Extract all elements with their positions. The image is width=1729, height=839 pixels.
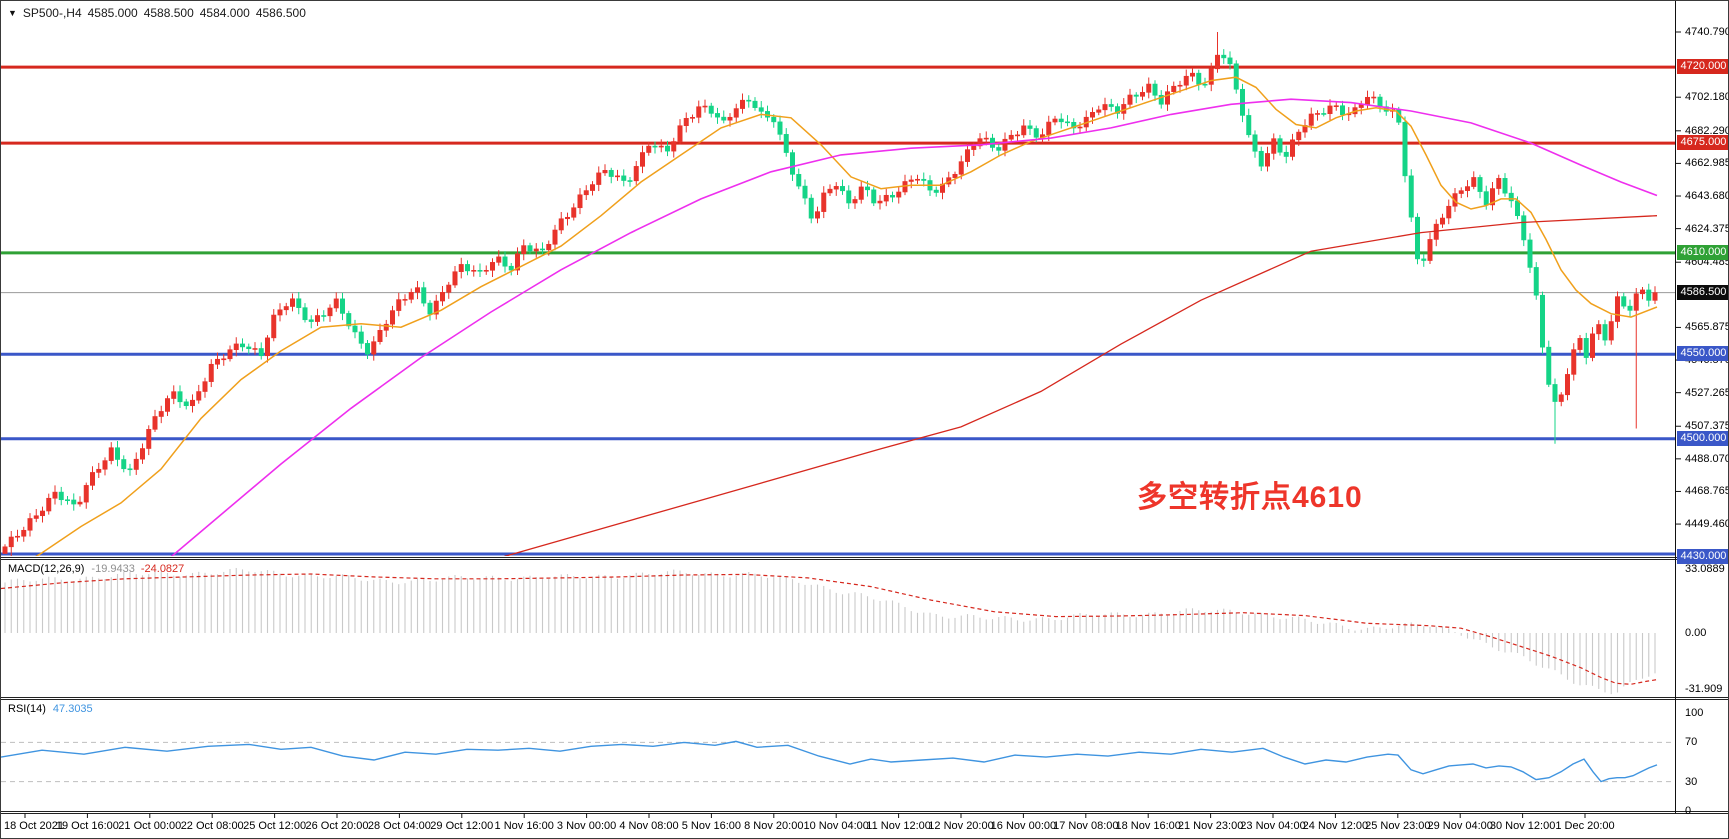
ma-fast-orange — [35, 76, 1658, 556]
macd-signal-line — [1, 573, 1658, 685]
panel-separators — [1, 1, 1728, 818]
candlesticks — [2, 32, 1658, 556]
ma-slow-red — [503, 215, 1658, 556]
moving-average-lines — [35, 76, 1658, 556]
rsi-line — [1, 740, 1658, 783]
ma-mid-magenta — [170, 98, 1658, 556]
horizontal-level-lines — [1, 65, 1675, 556]
macd-panel — [1, 567, 1658, 695]
rsi-panel — [1, 740, 1675, 783]
symbol-dropdown-icon[interactable]: ▼ — [8, 8, 17, 18]
